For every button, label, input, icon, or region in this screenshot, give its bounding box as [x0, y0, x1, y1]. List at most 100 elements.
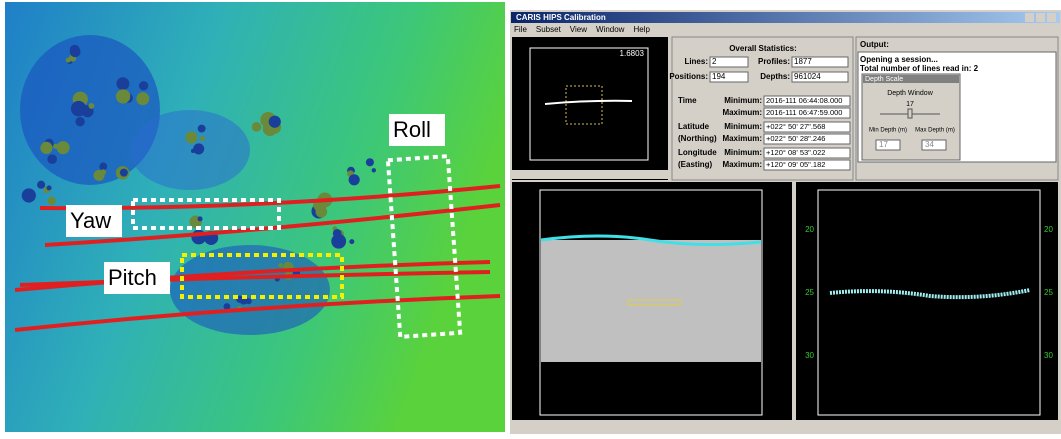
- reef: [349, 239, 355, 245]
- window-title: CARIS HIPS Calibration: [516, 13, 606, 22]
- depth-tick-label: 30: [805, 351, 814, 360]
- label-box: [66, 205, 122, 237]
- roll-region: [385, 153, 463, 340]
- yaw-label: Yaw: [70, 208, 111, 233]
- menu-item[interactable]: File: [514, 25, 527, 34]
- yaw-region: [131, 198, 281, 230]
- pitch-label: Pitch: [108, 265, 157, 290]
- stats-heading: Overall Statistics:: [729, 44, 797, 53]
- reef: [88, 103, 95, 109]
- plan-frame: [539, 189, 763, 416]
- depths-label: Depths:: [760, 72, 790, 81]
- roll-label: Roll: [393, 117, 431, 142]
- reef: [197, 124, 206, 133]
- survey-line: [14, 294, 501, 332]
- swath-edge: [540, 234, 762, 247]
- output-line: Total number of lines read in: 2: [860, 64, 979, 73]
- menu-item[interactable]: Help: [633, 25, 650, 34]
- value-box: [763, 159, 851, 171]
- bathymetry-map: Yaw Pitch Roll: [5, 2, 505, 432]
- reef: [100, 169, 107, 175]
- depth-tick-label: 30: [1044, 351, 1053, 360]
- latitude-min: +022° 50' 27".568: [766, 122, 825, 131]
- reef: [251, 122, 262, 132]
- reef: [315, 205, 328, 218]
- reef: [348, 174, 360, 186]
- nav-scale: 1.6803: [620, 49, 645, 58]
- navigation-panel: [512, 37, 668, 180]
- positions-label: Positions:: [669, 72, 708, 81]
- latitude-label: Latitude: [678, 122, 710, 131]
- reef: [278, 263, 283, 268]
- slider-thumb[interactable]: [907, 108, 913, 119]
- survey-line: [44, 203, 501, 247]
- survey-line: [19, 270, 491, 287]
- time-min: 2016-111 06:44:08.000: [766, 96, 842, 105]
- profiles-value: 1877: [794, 57, 812, 66]
- longitude-min: +120° 08' 53".022: [766, 148, 825, 157]
- pitch-region: [180, 253, 344, 299]
- menu-item[interactable]: Window: [596, 25, 625, 34]
- output-heading: Output:: [860, 40, 889, 49]
- reef: [332, 229, 342, 238]
- menu-item[interactable]: View: [570, 25, 587, 34]
- value-box: [763, 95, 851, 107]
- title-bar: [511, 12, 1060, 23]
- plan-selection: [627, 299, 681, 306]
- depth-window-value: 17: [906, 101, 914, 108]
- reef: [21, 188, 36, 203]
- min-depth-box[interactable]: [875, 139, 901, 151]
- side-scrollbar[interactable]: [796, 420, 1058, 430]
- max-depth-box[interactable]: [921, 139, 947, 151]
- reef: [99, 162, 108, 171]
- dialog-title: Depth Scale: [865, 76, 903, 83]
- value-box: [763, 107, 851, 119]
- minimize-button[interactable]: [1025, 13, 1034, 22]
- reef: [197, 216, 203, 222]
- max-label: Maximum:: [722, 108, 762, 117]
- reef: [185, 131, 198, 144]
- nav-selection: [565, 85, 603, 125]
- reef: [119, 168, 128, 177]
- maximize-button[interactable]: [1036, 13, 1045, 22]
- output-line: Opening a session...: [860, 55, 938, 64]
- longitude-max: +120° 09' 05".182: [766, 160, 825, 169]
- reef: [47, 196, 56, 206]
- reef: [268, 115, 281, 128]
- reef: [47, 154, 57, 165]
- depth-tick-label: 25: [805, 288, 814, 297]
- reef: [56, 141, 70, 155]
- plan-scrollbar[interactable]: [512, 420, 792, 430]
- lines-box: [709, 56, 749, 68]
- min-depth-label: Min Depth (m): [869, 128, 907, 134]
- plan-swath: [541, 240, 761, 362]
- depth-tick-label: 25: [1044, 288, 1053, 297]
- reef: [371, 168, 376, 173]
- depth-window-label: Depth Window: [887, 90, 933, 97]
- nav-scrollbar[interactable]: [512, 170, 668, 179]
- depth-tick-label: 20: [805, 225, 814, 234]
- reef: [331, 233, 347, 249]
- depths-box: [791, 71, 849, 83]
- reef: [136, 92, 150, 106]
- reef: [200, 136, 206, 142]
- nav-track: [544, 99, 633, 105]
- time-max: 2016-111 06:47:59.000: [766, 108, 842, 117]
- max-label: Maximum:: [722, 134, 762, 143]
- close-button[interactable]: [1047, 13, 1056, 22]
- reef: [40, 141, 53, 154]
- value-box: [763, 147, 851, 159]
- min-label: Minimum:: [724, 96, 762, 105]
- side-soundings: [829, 288, 1031, 300]
- longitude-sublabel: (Easting): [678, 160, 713, 169]
- reef: [365, 158, 374, 167]
- max-depth-value: 34: [925, 140, 934, 149]
- positions-box: [709, 71, 749, 83]
- reef: [139, 81, 149, 91]
- dialog-title-bar: [863, 75, 959, 83]
- max-depth-label: Max Depth (m): [915, 128, 955, 134]
- label-box: [104, 262, 170, 294]
- lines-label: Lines:: [684, 57, 708, 66]
- menu-item[interactable]: Subset: [536, 25, 562, 34]
